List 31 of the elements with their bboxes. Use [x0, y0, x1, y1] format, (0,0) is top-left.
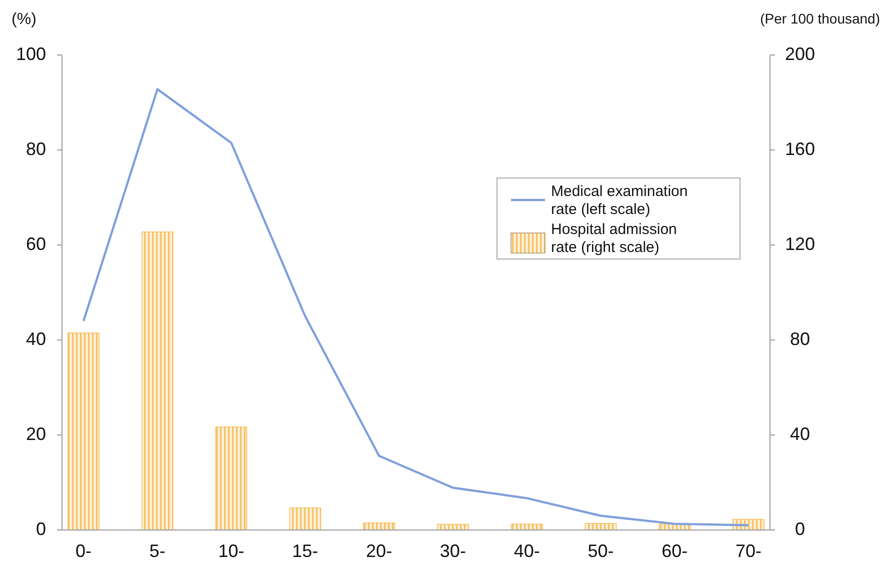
x-tick-label: 15- [292, 540, 318, 561]
y2-tick-label: 120 [784, 234, 816, 254]
x-tick-label: 5- [149, 540, 166, 561]
y2-tick-label: 80 [790, 328, 810, 349]
x-tick-label: 0- [76, 540, 92, 561]
x-tick-label: 10- [218, 540, 244, 561]
y-tick-label: 20 [26, 424, 46, 444]
x-tick-label: 50- [588, 540, 614, 561]
y-tick-label: 100 [16, 44, 46, 64]
y2-axis-title: (Per 100 thousand) [760, 10, 880, 27]
line-series [82, 88, 750, 526]
y2-tick-label: 40 [790, 424, 810, 444]
y-tick-label: 40 [26, 328, 46, 349]
y2-tick-label: 200 [784, 44, 816, 64]
y-axis-title: (%) [12, 11, 36, 28]
y-tick-label: 0 [36, 518, 46, 539]
bar [215, 426, 248, 530]
bar [289, 508, 322, 530]
x-tick-label: 60- [662, 540, 688, 561]
y2-tick-label: 0 [794, 518, 806, 539]
legend-label: Hospital admission rate (right scale) [551, 220, 677, 256]
y-tick-label: 80 [26, 138, 46, 159]
y-tick-label: 60 [26, 234, 46, 254]
bar [141, 232, 174, 530]
y2-tick-label: 160 [784, 138, 816, 159]
x-tick-label: 70- [735, 540, 762, 561]
legend-label: Medical examination rate (left scale) [551, 182, 688, 218]
x-tick-label: 40- [514, 540, 540, 561]
x-tick-label: 20- [366, 540, 392, 561]
bar [68, 332, 100, 530]
x-tick-label: 30- [440, 540, 466, 561]
